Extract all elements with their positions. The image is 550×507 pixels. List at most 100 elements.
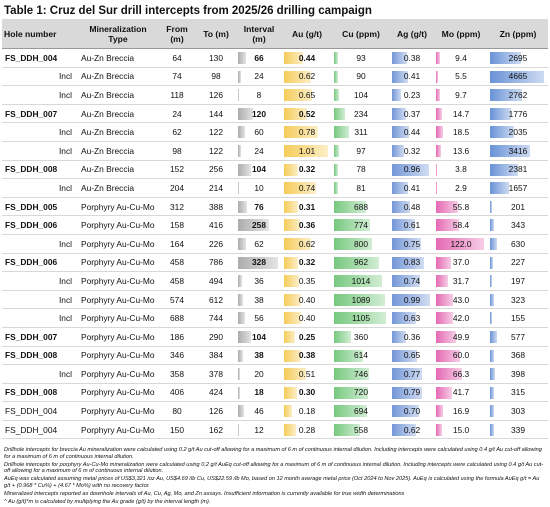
cell-text: 62 — [254, 238, 264, 249]
cell-text: 0.35 — [298, 275, 316, 286]
column-header: Zn (ppm) — [488, 19, 548, 49]
table-cell: 31.7 — [434, 271, 488, 291]
footnote: AuEq was calculated assuming metal price… — [4, 476, 540, 489]
header-row: Hole number Mineralization Type From (m) To… — [2, 19, 548, 49]
data-bar — [334, 107, 345, 120]
cell-text: 46 — [254, 406, 264, 417]
data-bar — [392, 182, 408, 195]
data-bar — [238, 89, 239, 102]
cell-text: 0.30 — [298, 387, 316, 398]
table-cell: FS_DDH_006 — [2, 253, 78, 273]
table-cell: Porphyry Au-Cu-Mo — [78, 383, 158, 403]
cell-text: 120 — [252, 108, 266, 119]
cell-text: 339 — [511, 424, 525, 435]
table-cell: 0.32 — [282, 160, 332, 180]
table-row: FS_DDH_004 Porphyry Au-Cu-Mo 150 162 12 0.28 5… — [2, 420, 548, 440]
table-cell: Au-Zn Breccia — [78, 122, 158, 142]
table-cell: 256 — [196, 160, 236, 180]
table-cell: 720 — [332, 383, 390, 403]
table-cell: Au-Zn Breccia — [78, 104, 158, 124]
cell-text: 720 — [354, 387, 368, 398]
cell-text: 406 — [170, 387, 184, 398]
cell-text: 66.3 — [452, 368, 470, 379]
cell-text: Incl — [58, 313, 72, 324]
cell-text: 358 — [170, 368, 184, 379]
table-cell: 4665 — [488, 67, 548, 87]
table-cell: 90 — [332, 67, 390, 87]
cell-text: 55.8 — [452, 201, 470, 212]
cell-text: 0.44 — [298, 52, 316, 63]
cell-text: Incl — [58, 71, 72, 82]
table-cell: 60.0 — [434, 346, 488, 366]
data-bar — [490, 368, 495, 381]
cell-text: Incl — [58, 89, 72, 100]
cell-text: 0.62 — [403, 424, 421, 435]
drill-table: Hole number Mineralization Type From (m) To… — [2, 19, 548, 440]
data-bar — [392, 275, 421, 288]
table-cell: 0.83 — [390, 253, 434, 273]
cell-text: 18.5 — [452, 127, 470, 138]
table-cell: FS_DDH_008 — [2, 383, 78, 403]
table-cell: 614 — [332, 346, 390, 366]
cell-text: 9.7 — [455, 89, 467, 100]
cell-text: 378 — [209, 368, 223, 379]
data-bar — [284, 423, 297, 436]
cell-text: Porphyry Au-Cu-Mo — [81, 406, 155, 417]
table-row: FS_DDH_004 Au-Zn Breccia 64 130 66 0.44 93 0.38… — [2, 48, 548, 68]
table-row: Incl Porphyry Au-Cu-Mo 164 226 62 0.62 800 0.75… — [2, 234, 548, 254]
data-bar — [436, 144, 442, 157]
data-bar — [238, 293, 243, 306]
cell-text: 0.38 — [403, 52, 421, 63]
cell-text: 0.74 — [403, 275, 421, 286]
data-bar — [334, 237, 372, 250]
table-cell: Porphyry Au-Cu-Mo — [78, 327, 158, 347]
cell-text: 104 — [354, 89, 368, 100]
cell-text: 323 — [511, 294, 525, 305]
data-bar — [238, 312, 245, 325]
table-row: Incl Au-Zn Breccia 118 126 8 0.65 104 0.23 9.7 27… — [2, 85, 548, 105]
table-cell: Porphyry Au-Cu-Mo — [78, 215, 158, 235]
data-bar — [490, 52, 522, 64]
cell-text: 343 — [511, 220, 525, 231]
table-cell: 1089 — [332, 290, 390, 310]
data-bar — [436, 107, 442, 120]
cell-text: 0.18 — [298, 406, 316, 417]
cell-text: 458 — [170, 275, 184, 286]
data-bar — [392, 126, 409, 139]
data-bar — [284, 52, 304, 64]
cell-text: 186 — [170, 331, 184, 342]
table-cell: 66.3 — [434, 364, 488, 384]
cell-text: 126 — [209, 406, 223, 417]
table-cell: 1.01 — [282, 141, 332, 161]
table-cell: Incl — [2, 308, 78, 328]
cell-text: 201 — [511, 201, 525, 212]
cell-text: 98 — [172, 145, 182, 156]
table-cell: 315 — [488, 383, 548, 403]
page: Table 1: Cruz del Sur drill intercepts f… — [2, 5, 548, 505]
table-cell: 150 — [158, 420, 196, 440]
table-cell: 12 — [236, 420, 282, 440]
cell-text: 126 — [209, 89, 223, 100]
table-cell: 36 — [236, 271, 282, 291]
data-bar — [284, 349, 301, 362]
column-header: Mo (ppm) — [434, 19, 488, 49]
cell-text: 3416 — [508, 145, 528, 156]
data-bar — [436, 349, 460, 362]
data-bar — [238, 163, 251, 176]
table-cell: Incl — [2, 364, 78, 384]
data-bar — [238, 330, 251, 343]
cell-text: 614 — [354, 350, 368, 361]
table-cell: 97 — [332, 141, 390, 161]
table-row: Incl Porphyry Au-Cu-Mo 458 494 36 0.35 1014 0.7… — [2, 271, 548, 291]
table-cell: 0.41 — [390, 67, 434, 87]
cell-text: Au-Zn Breccia — [81, 89, 135, 100]
table-cell: 458 — [158, 253, 196, 273]
cell-text: 0.28 — [298, 424, 316, 435]
cell-text: 74 — [172, 71, 182, 82]
table-cell: 0.32 — [390, 141, 434, 161]
cell-text: FS_DDH_008 — [5, 387, 58, 398]
column-header: Mineralization Type — [78, 19, 158, 49]
table-cell: 0.44 — [282, 48, 332, 68]
table-cell: Incl — [2, 141, 78, 161]
data-bar — [392, 423, 416, 436]
